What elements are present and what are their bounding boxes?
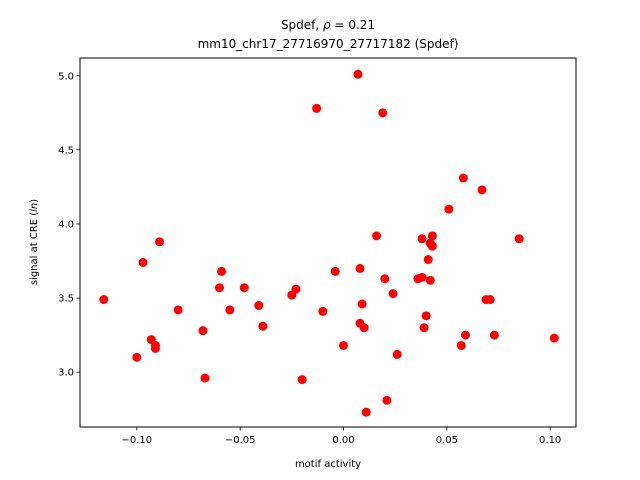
- x-axis-ticks: −0.10 −0.05 0.00 0.05 0.10: [122, 427, 561, 446]
- plot-frame: [79, 57, 577, 428]
- data-point: [380, 274, 390, 284]
- plot-area: [80, 58, 576, 427]
- data-point: [312, 103, 322, 113]
- x-axis-label: motif activity: [295, 459, 361, 470]
- data-point: [355, 263, 365, 273]
- data-point: [427, 241, 437, 251]
- data-point: [318, 306, 328, 316]
- data-point: [99, 295, 109, 305]
- data-point: [388, 289, 398, 299]
- data-point: [514, 234, 524, 244]
- y-tick-label: 5.0: [58, 71, 74, 82]
- data-point: [392, 349, 402, 359]
- data-point: [423, 255, 433, 265]
- data-point: [489, 330, 499, 340]
- data-points: [99, 69, 559, 417]
- data-point: [357, 299, 367, 309]
- data-point: [456, 340, 466, 350]
- data-point: [460, 330, 470, 340]
- chart-title-line1: Spdef, ρ = 0.21: [281, 18, 375, 32]
- data-point: [419, 323, 429, 333]
- data-point: [330, 266, 340, 276]
- x-tick-label: −0.10: [122, 435, 153, 446]
- data-point: [458, 173, 468, 183]
- data-point: [339, 340, 348, 350]
- chart-title-line2: mm10_chr17_27716970_27717182 (Spdef): [198, 37, 459, 51]
- data-point: [359, 323, 369, 333]
- data-point: [254, 300, 264, 310]
- data-point: [200, 373, 210, 383]
- data-point: [173, 305, 183, 315]
- y-tick-label: 3.5: [58, 294, 74, 305]
- data-point: [417, 272, 427, 282]
- data-point: [215, 283, 224, 293]
- data-point: [427, 231, 437, 241]
- data-point: [372, 231, 382, 241]
- data-point: [138, 258, 148, 268]
- y-axis-label: signal at CRE (ln): [29, 199, 40, 285]
- data-point: [291, 284, 301, 294]
- data-point: [225, 305, 235, 315]
- data-point: [425, 275, 435, 285]
- y-tick-label: 3.0: [58, 368, 74, 379]
- data-point: [150, 340, 160, 350]
- y-tick-label: 4.5: [58, 145, 74, 156]
- data-point: [132, 352, 142, 362]
- data-point: [477, 185, 487, 195]
- data-point: [239, 283, 249, 293]
- data-point: [549, 333, 559, 343]
- data-point: [217, 266, 227, 276]
- x-tick-label: 0.05: [436, 435, 458, 446]
- data-point: [421, 311, 431, 321]
- x-tick-label: −0.05: [225, 435, 256, 446]
- data-point: [444, 204, 454, 214]
- data-point: [353, 69, 363, 79]
- x-tick-label: 0.00: [332, 435, 354, 446]
- data-point: [361, 407, 371, 417]
- data-point: [198, 326, 208, 336]
- data-point: [297, 375, 307, 385]
- y-axis-ticks: 3.0 3.5 4.0 4.5 5.0: [58, 71, 80, 379]
- data-point: [378, 108, 388, 118]
- x-tick-label: 0.10: [539, 435, 561, 446]
- data-point: [485, 295, 495, 305]
- data-point: [417, 234, 427, 244]
- data-point: [155, 237, 165, 247]
- data-point: [258, 321, 268, 331]
- data-point: [382, 395, 392, 405]
- y-tick-label: 4.0: [58, 219, 74, 230]
